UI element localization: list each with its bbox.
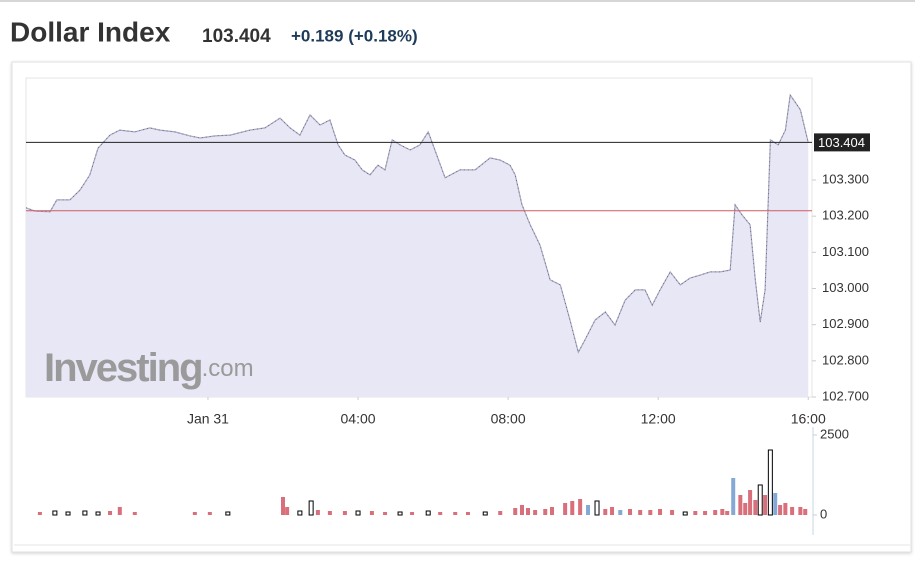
volume-bar	[570, 500, 575, 515]
volume-bar	[725, 511, 730, 515]
volume-bar	[757, 484, 763, 516]
volume-bar	[610, 507, 615, 515]
volume-bar	[658, 508, 663, 515]
volume-bar	[563, 503, 568, 515]
volume-bar	[670, 510, 675, 515]
volume-bar	[315, 510, 320, 515]
y-tick-label: 102.700	[822, 388, 869, 403]
watermark: Investing.com	[44, 346, 254, 390]
volume-bar	[225, 511, 231, 516]
y-tick-label: 103.000	[822, 280, 869, 295]
y-tick-label: 103.200	[822, 208, 869, 223]
volume-bar	[648, 510, 653, 515]
volume-bar	[713, 510, 718, 515]
volume-bar	[355, 510, 361, 516]
volume-bar	[327, 511, 332, 515]
volume-bar	[603, 508, 608, 515]
volume-bar	[738, 495, 743, 515]
volume-bar	[308, 500, 314, 516]
volume-bar	[703, 511, 708, 515]
y-tick-label: 103.100	[822, 244, 869, 259]
x-tick-label: Jan 31	[187, 411, 229, 427]
volume-bar	[482, 511, 488, 516]
volume-bar	[132, 511, 137, 515]
volume-bar	[594, 500, 600, 516]
x-tick-label: 04:00	[341, 411, 376, 427]
volume-bar	[383, 511, 388, 515]
volume-bar	[425, 510, 431, 516]
volume-bar	[682, 511, 688, 516]
volume-bar	[731, 478, 736, 515]
volume-bar	[108, 511, 113, 515]
volume-bar	[618, 510, 623, 515]
volume-bar	[52, 510, 58, 516]
volume-bar	[438, 511, 443, 515]
x-tick-label: 08:00	[491, 411, 526, 427]
volume-bar	[778, 504, 783, 515]
volume-bar	[693, 511, 698, 515]
volume-bar	[397, 511, 403, 516]
volume-bar	[543, 508, 548, 515]
volume-bar	[783, 503, 788, 515]
last-price-label: 103.404	[818, 135, 865, 150]
y-tick-label: 102.800	[822, 352, 869, 367]
volume-bar	[803, 508, 808, 515]
volume-bar	[748, 490, 753, 515]
volume-bar	[753, 499, 758, 515]
watermark-brand: Investing	[44, 346, 202, 390]
volume-tick-label: 0	[820, 506, 827, 521]
volume-bar	[207, 511, 212, 515]
y-tick-label: 102.900	[822, 316, 869, 331]
volume-bar	[498, 511, 503, 515]
volume-bar	[285, 507, 290, 515]
volume-bar	[578, 499, 583, 515]
volume-bar	[720, 508, 725, 515]
volume-bar	[743, 503, 748, 515]
instrument-title: Dollar Index	[10, 16, 171, 47]
volume-bar	[519, 504, 524, 515]
volume-bar	[82, 510, 88, 516]
volume-bar	[465, 511, 470, 515]
volume-bar	[773, 492, 778, 515]
volume-bar	[513, 507, 518, 515]
volume-tick-label: 2500	[820, 426, 849, 441]
volume-bar	[37, 511, 42, 515]
volume-bar	[586, 504, 591, 515]
volume-bar	[369, 511, 374, 515]
volume-bar	[410, 511, 415, 515]
price-line-dots	[25, 93, 809, 354]
volume-bar	[453, 511, 458, 515]
volume-bar	[798, 507, 803, 515]
plot: Investing.com 102.700 102.800 102.900 103.00…	[14, 77, 910, 546]
volume-bar	[763, 495, 768, 515]
header-price: 103.404	[202, 26, 271, 47]
volume-bar	[525, 507, 530, 515]
volume-bar	[628, 508, 633, 515]
header-change: +0.189 (+0.18%)	[291, 26, 418, 45]
volume-bar	[297, 510, 303, 516]
volume-bar	[65, 511, 71, 516]
volume-bar	[280, 496, 285, 515]
watermark-domain: .com	[202, 355, 254, 382]
volume-bar	[95, 511, 101, 516]
last-price-box	[814, 133, 870, 152]
x-tick-label: 12:00	[641, 411, 676, 427]
volume-bar	[550, 507, 555, 515]
volume-bar	[192, 511, 197, 515]
volume-bar	[767, 449, 773, 516]
area-fill	[26, 95, 809, 397]
volume-bar	[638, 510, 643, 515]
x-tick-label: 16:00	[791, 411, 826, 427]
y-tick-label: 103.300	[822, 171, 869, 186]
volume-bar	[117, 507, 122, 515]
volume-bar	[790, 507, 795, 515]
volume-bar	[533, 510, 538, 515]
volume-bar	[342, 511, 347, 515]
